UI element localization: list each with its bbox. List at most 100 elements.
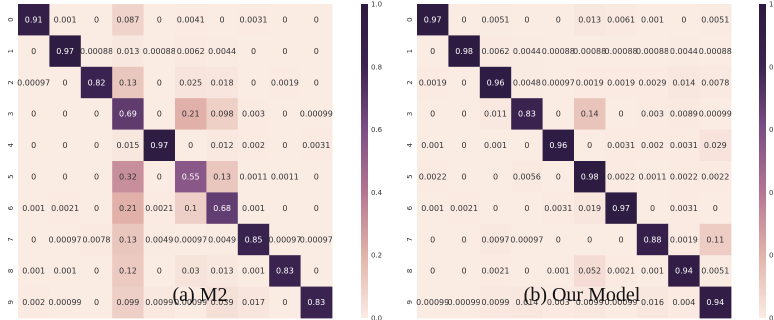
caption-m2: (a) M2 <box>172 284 228 306</box>
cell-value-label: 0 <box>94 204 99 213</box>
y-tick-label: 1 <box>7 49 15 53</box>
cell-value-label: 0.00097 <box>17 78 50 87</box>
cell-value-label: 0.68 <box>213 204 231 213</box>
cell-value-label: 0.029 <box>704 141 727 150</box>
heatmap-cell <box>479 161 512 193</box>
heatmap-cell <box>206 161 239 193</box>
cell-value-label: 0 <box>314 78 319 87</box>
heatmap-cell <box>175 192 207 225</box>
heatmap-cell <box>511 255 543 287</box>
cell-value-label: 0.13 <box>213 173 231 182</box>
cell-value-label: 0 <box>556 235 561 244</box>
cell-value-label: 0.002 <box>242 141 265 150</box>
heatmap-panel-m2: 0.91 0.001 0 0.087 0 0.0041 0 0.0031 0 00 0.97 0.00… <box>7 1 383 320</box>
heatmap-cell <box>574 66 606 99</box>
heatmap-cell <box>542 129 575 162</box>
heatmap-cell <box>18 255 50 287</box>
heatmap-cell <box>112 129 144 162</box>
heatmap-cell <box>18 35 50 68</box>
cell-value-label: 0 <box>556 16 561 25</box>
cell-value-label: 0.0051 <box>701 267 729 276</box>
cell-value-label: 0 <box>157 78 162 87</box>
cell-value-label: 0.0048 <box>513 78 541 87</box>
colorbar-tick-label: 0.8 <box>769 63 774 71</box>
heatmap-cell <box>300 161 333 193</box>
heatmap-cell <box>300 98 333 130</box>
cell-value-label: 0.00088 <box>605 47 638 56</box>
heatmap-cell <box>605 66 638 99</box>
cell-value-label: 0.94 <box>675 267 693 276</box>
cell-value-label: 0 <box>650 204 655 213</box>
heatmap-cell <box>18 286 50 319</box>
cell-value-label: 0.013 <box>211 267 234 276</box>
heatmap-cell <box>448 255 481 287</box>
cell-value-label: 0.0021 <box>51 204 79 213</box>
cell-value-label: 0.001 <box>641 16 664 25</box>
heatmap-cell <box>49 35 82 68</box>
heatmap-cell <box>269 129 301 162</box>
cell-value-label: 0.00099 <box>448 298 481 307</box>
heatmap-cell <box>511 286 543 319</box>
heatmap-cell <box>636 286 669 319</box>
cell-value-label: 0 <box>94 267 99 276</box>
heatmap-cell <box>417 4 449 36</box>
heatmap-cell <box>636 192 669 225</box>
heatmap-cell <box>542 286 575 319</box>
cell-value-label: 0 <box>462 16 467 25</box>
cell-value-label: 0 <box>587 141 592 150</box>
heatmap-cell <box>18 223 50 256</box>
heatmap-cell <box>479 129 512 162</box>
heatmap-cell <box>206 4 239 36</box>
cell-value-label: 0 <box>556 110 561 119</box>
heatmap-cell <box>417 129 449 162</box>
heatmap-cell <box>574 286 606 319</box>
heatmap-cell <box>417 98 449 130</box>
heatmap-cell <box>605 98 638 130</box>
cell-value-label: 0.11 <box>706 235 724 244</box>
heatmap-cell <box>49 4 82 36</box>
cell-value-label: 0 <box>282 204 287 213</box>
heatmap-cell <box>269 255 301 287</box>
cell-value-label: 0.001 <box>421 204 444 213</box>
cell-value-label: 0.00088 <box>80 47 113 56</box>
y-tick-label: 5 <box>7 174 15 178</box>
heatmap-cell <box>300 223 333 256</box>
cell-value-label: 0 <box>462 267 467 276</box>
heatmap-cell <box>417 255 449 287</box>
colorbar-tick-label: 0.0 <box>371 315 382 320</box>
heatmap-cell <box>269 223 301 256</box>
heatmap-cell <box>206 98 239 130</box>
cell-value-label: 0.00088 <box>573 47 606 56</box>
cell-value-label: 0 <box>430 235 435 244</box>
cell-value-label: 0.96 <box>549 141 567 150</box>
cell-value-label: 0.98 <box>455 47 473 56</box>
heatmap-cell <box>49 286 82 319</box>
cell-value-label: 0.13 <box>119 78 137 87</box>
cell-value-label: 0 <box>314 47 319 56</box>
heatmap-cell <box>668 161 700 193</box>
heatmap-cell <box>18 161 50 193</box>
heatmap-cell <box>479 98 512 130</box>
heatmap-cell <box>80 129 113 162</box>
heatmap-cell <box>300 35 333 68</box>
heatmap-cell <box>636 98 669 130</box>
cell-value-label: 0 <box>31 173 36 182</box>
cell-value-label: 0.002 <box>641 141 664 150</box>
cell-value-label: 0.052 <box>578 267 601 276</box>
cell-value-label: 0.0049 <box>208 235 236 244</box>
heatmap-cell <box>143 286 176 319</box>
cell-value-label: 0.82 <box>88 78 106 87</box>
heatmap-cell <box>269 35 301 68</box>
colorbar-tick-label: 0.2 <box>371 252 382 260</box>
heatmap-cell <box>479 4 512 36</box>
heatmap-cell <box>206 35 239 68</box>
heatmap-cell <box>80 4 113 36</box>
cell-value-label: 0.88 <box>644 235 662 244</box>
cell-value-label: 0.00097 <box>49 235 82 244</box>
heatmap-cell <box>206 286 239 319</box>
heatmap-cell <box>636 66 669 99</box>
cell-value-label: 0 <box>31 235 36 244</box>
colorbar-tick-label: 0.4 <box>769 189 774 197</box>
cell-value-label: 0 <box>63 110 68 119</box>
